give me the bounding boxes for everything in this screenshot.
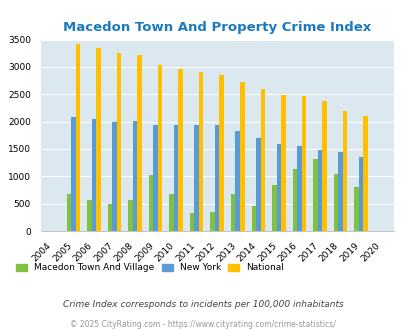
Bar xyxy=(214,125,219,231)
Bar xyxy=(178,69,183,231)
Bar xyxy=(75,44,80,231)
Bar xyxy=(358,157,362,231)
Bar xyxy=(107,204,112,231)
Bar xyxy=(149,175,153,231)
Legend: Macedon Town And Village, New York, National: Macedon Town And Village, New York, Nati… xyxy=(13,260,287,276)
Bar xyxy=(337,152,342,231)
Bar xyxy=(260,89,264,231)
Title: Macedon Town And Property Crime Index: Macedon Town And Property Crime Index xyxy=(63,21,371,34)
Bar xyxy=(194,125,198,231)
Bar xyxy=(190,213,194,231)
Bar xyxy=(235,131,239,231)
Bar xyxy=(219,75,224,231)
Bar xyxy=(87,200,92,231)
Bar xyxy=(312,159,317,231)
Bar xyxy=(71,117,75,231)
Bar xyxy=(153,125,158,231)
Bar xyxy=(210,213,214,231)
Bar xyxy=(230,194,235,231)
Bar xyxy=(256,138,260,231)
Bar xyxy=(137,55,141,231)
Text: © 2025 CityRating.com - https://www.cityrating.com/crime-statistics/: © 2025 CityRating.com - https://www.city… xyxy=(70,320,335,329)
Bar xyxy=(173,125,178,231)
Bar xyxy=(271,185,276,231)
Bar xyxy=(333,174,337,231)
Bar xyxy=(198,72,203,231)
Bar xyxy=(117,53,121,231)
Bar xyxy=(301,96,305,231)
Bar xyxy=(96,49,100,231)
Bar xyxy=(92,119,96,231)
Bar xyxy=(112,122,117,231)
Bar xyxy=(169,194,173,231)
Bar xyxy=(132,121,137,231)
Bar xyxy=(296,146,301,231)
Bar xyxy=(317,149,321,231)
Bar xyxy=(321,101,326,231)
Bar xyxy=(128,200,132,231)
Bar xyxy=(66,194,71,231)
Bar xyxy=(158,65,162,231)
Bar xyxy=(239,82,244,231)
Bar xyxy=(342,111,346,231)
Text: Crime Index corresponds to incidents per 100,000 inhabitants: Crime Index corresponds to incidents per… xyxy=(62,300,343,309)
Bar xyxy=(280,95,285,231)
Bar xyxy=(353,187,358,231)
Bar xyxy=(251,206,256,231)
Bar xyxy=(362,116,367,231)
Bar xyxy=(292,169,296,231)
Bar xyxy=(276,144,280,231)
